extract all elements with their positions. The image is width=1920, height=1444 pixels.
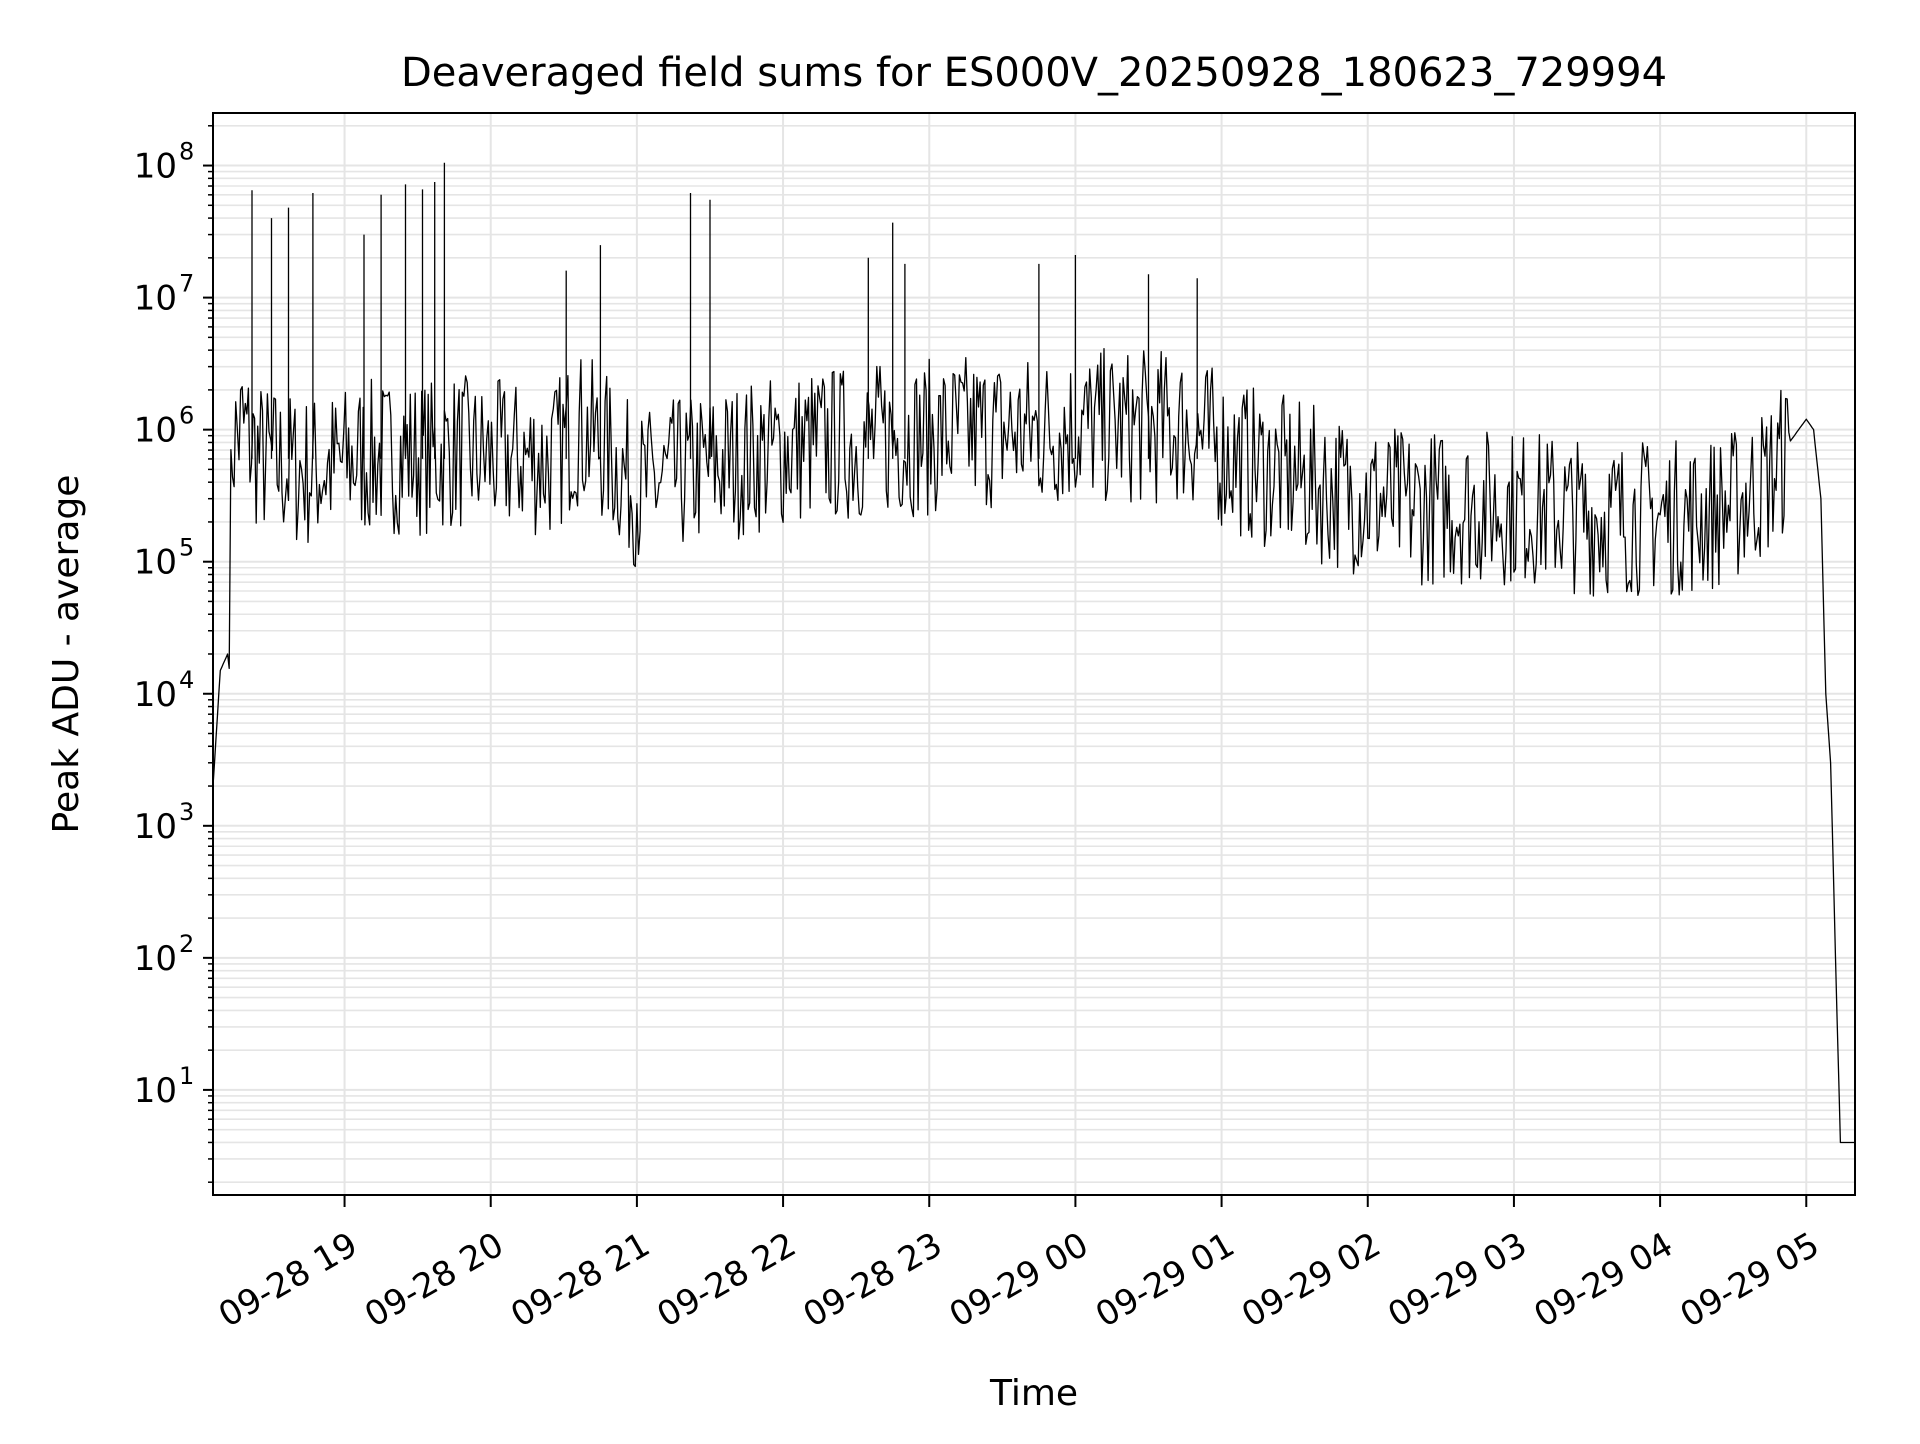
chart-title: Deaveraged field sums for ES000V_2025092…	[401, 50, 1667, 96]
y-tick-exponent: 7	[179, 270, 194, 298]
series-spikes	[251, 162, 1198, 459]
x-axis-label: Time	[989, 1373, 1078, 1414]
y-tick-label: 10	[134, 279, 177, 319]
y-tick-exponent: 4	[179, 666, 194, 694]
y-tick-exponent: 8	[179, 138, 194, 166]
y-tick-exponent: 2	[179, 930, 194, 958]
y-tick-label: 10	[134, 411, 177, 451]
series-line	[212, 348, 1855, 1144]
y-tick-exponent: 5	[179, 534, 194, 562]
y-tick-label: 10	[134, 543, 177, 583]
plot-area	[212, 162, 1855, 1144]
y-tick-label: 10	[134, 807, 177, 847]
y-tick-label: 10	[134, 939, 177, 979]
y-tick-exponent: 1	[179, 1062, 194, 1090]
y-tick-label: 10	[134, 1071, 177, 1111]
y-axis-label: Peak ADU - average	[46, 475, 87, 834]
y-tick-exponent: 3	[179, 798, 194, 826]
y-tick-label: 10	[134, 675, 177, 715]
y-tick-label: 10	[134, 147, 177, 187]
grid-lines	[213, 113, 1855, 1195]
y-tick-exponent: 6	[179, 402, 194, 430]
